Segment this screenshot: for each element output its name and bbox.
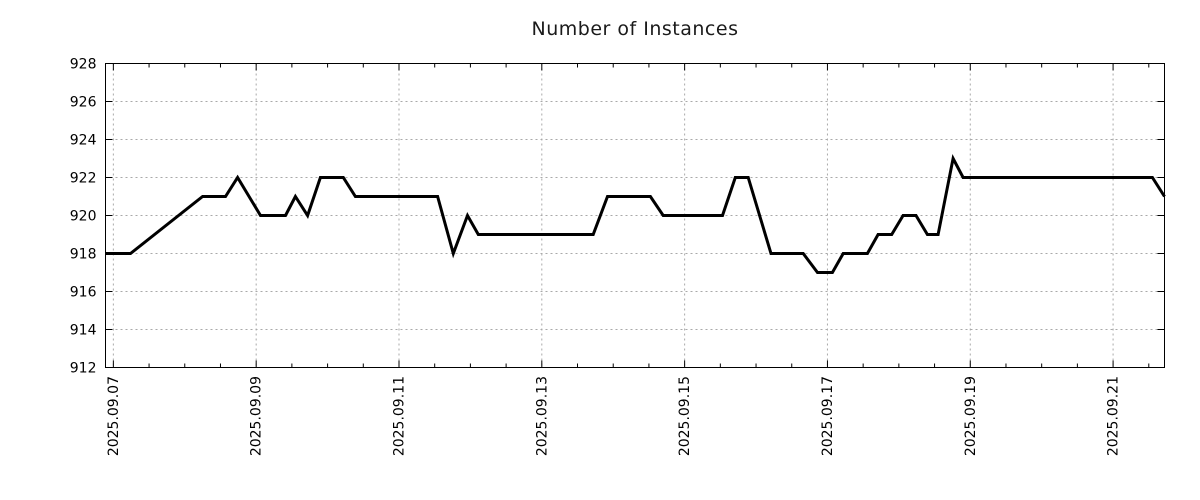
chart-title: Number of Instances [531, 18, 739, 40]
y-tick-label: 928 [70, 57, 97, 73]
axes-and-ticks [105, 63, 1165, 368]
y-tick-label: 914 [70, 323, 97, 339]
y-tick-label: 912 [70, 361, 97, 377]
y-tick-label: 922 [70, 171, 97, 187]
gridlines [105, 63, 1165, 368]
y-tick-label: 924 [70, 133, 97, 149]
x-tick-label: 2025.09.11 [391, 376, 407, 456]
x-tick-label: 2025.09.19 [963, 376, 979, 456]
tick-labels: 912 914 916 918 920 922 924 926 928 2025.09.07 202… [70, 57, 1122, 457]
y-tick-label: 926 [70, 95, 97, 111]
x-tick-label: 2025.09.15 [677, 376, 693, 456]
x-tick-label: 2025.09.13 [534, 376, 550, 456]
y-tick-label: 916 [70, 285, 97, 301]
x-tick-label: 2025.09.21 [1106, 376, 1122, 456]
y-tick-label: 920 [70, 209, 97, 225]
x-tick-label: 2025.09.07 [106, 376, 122, 456]
y-tick-label: 918 [70, 247, 97, 263]
x-tick-label: 2025.09.17 [820, 376, 836, 456]
x-tick-label: 2025.09.09 [249, 376, 265, 456]
series-line [105, 154, 1166, 274]
